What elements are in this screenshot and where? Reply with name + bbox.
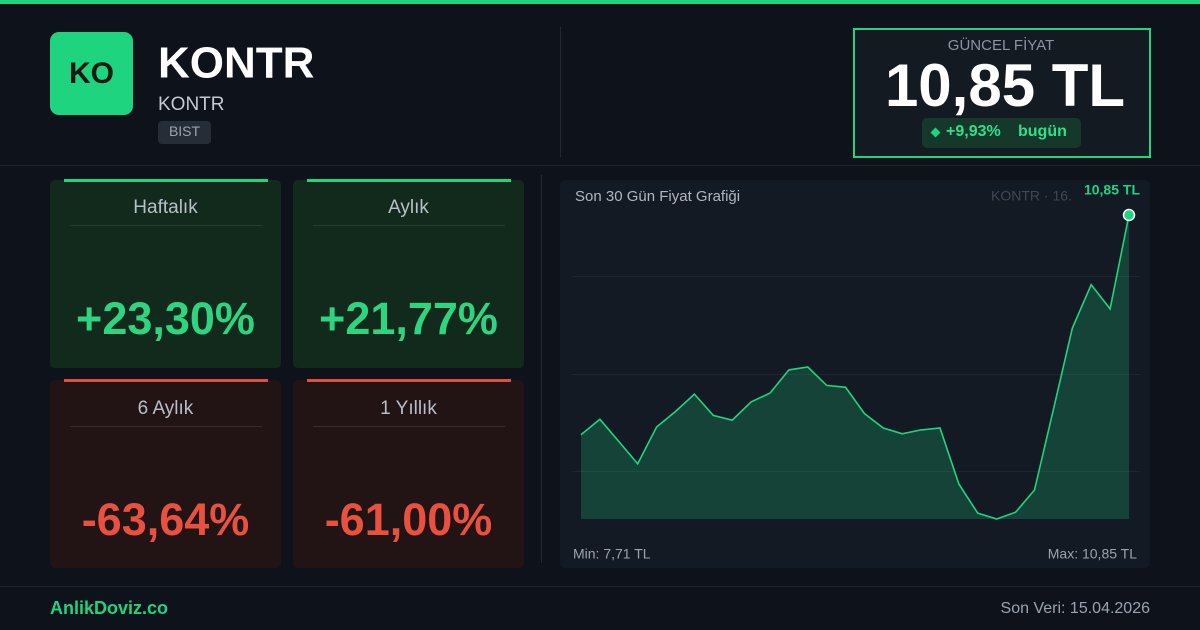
card-value: -63,64% [82, 494, 250, 545]
logo-text: KO [69, 57, 114, 90]
price-line [580, 214, 1130, 520]
card-value: +23,30% [76, 293, 255, 344]
logo-box [50, 32, 133, 115]
exchange-badge [158, 121, 211, 144]
price-area [581, 215, 1129, 519]
plot: 10,85 TL [580, 182, 1140, 520]
last-point [1122, 208, 1136, 222]
change-pill [922, 118, 1081, 148]
change-suffix: bugün [1018, 123, 1067, 140]
last-value-label: 10,85 TL [1084, 182, 1140, 198]
card-value: +21,77% [319, 293, 498, 344]
price-value: 10,85 TL [885, 52, 1125, 119]
card-value: -61,00% [325, 494, 493, 545]
footer-brand: AnlikDoviz.co [50, 598, 168, 618]
exchange-label: BIST [169, 123, 201, 139]
card: Aylık +21,77% [293, 179, 524, 368]
card-label: 1 Yıllık [380, 398, 437, 419]
ticker-title: KONTR [158, 39, 314, 88]
chart-max-label: Max: 10,85 TL [1048, 546, 1137, 562]
card-label: 6 Aylık [138, 398, 194, 419]
chart-watermark: KONTR · 16. [991, 188, 1072, 204]
card-label: Haftalık [133, 197, 198, 218]
card: Haftalık +23,30% [50, 179, 281, 368]
price-label: GÜNCEL FİYAT [948, 36, 1054, 54]
chart-min-label: Min: 7,71 TL [573, 546, 651, 562]
change-icon [930, 127, 941, 138]
card-label: Aylık [388, 197, 429, 218]
footer-updated: Son Veri: 15.04.2026 [1001, 600, 1151, 617]
change-value: +9,93% [946, 123, 1001, 140]
company-name: KONTR [158, 94, 225, 115]
card: 6 Aylık -63,64% [50, 379, 281, 568]
top-accent [0, 0, 1200, 4]
chart-title: Son 30 Gün Fiyat Grafiği [575, 188, 740, 205]
card: 1 Yıllık -61,00% [293, 379, 524, 568]
